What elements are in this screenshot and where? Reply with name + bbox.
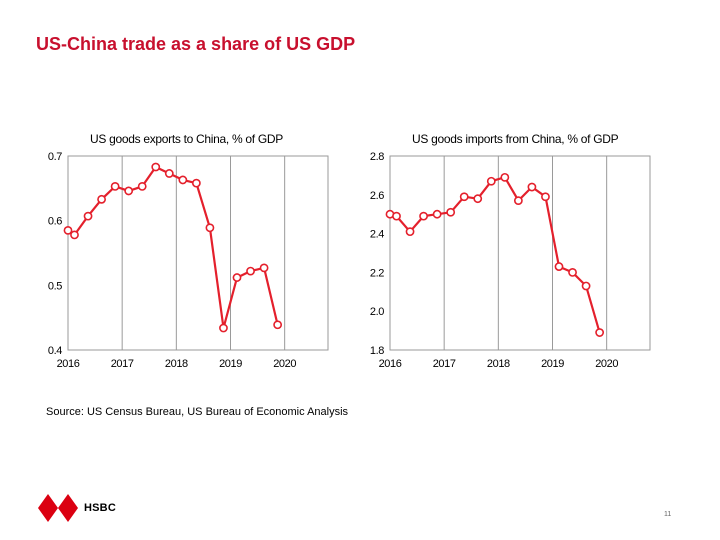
exports-data-point (151, 162, 161, 172)
imports-data-point (595, 328, 605, 337)
slide-title: US-China trade as a share of US GDP (36, 34, 356, 54)
imports-x-tick-label: 2020 (595, 358, 618, 370)
exports-chart-title: US goods exports to China, % of GDP (90, 132, 283, 146)
exports-data-point (110, 181, 120, 191)
imports-data-point (392, 211, 401, 221)
exports-y-tick-label: 0.7 (48, 151, 62, 163)
exports-series-line (67, 165, 279, 330)
imports-y-tick-label: 2.6 (370, 190, 384, 202)
imports-data-point (581, 281, 591, 291)
exports-data-point (97, 194, 106, 204)
exports-data-point (219, 323, 228, 333)
imports-chart-svg: US goods imports from China, % of GDP 201… (370, 132, 651, 370)
exports-x-tick-label: 2016 (57, 358, 80, 370)
exports-data-point (83, 211, 93, 221)
exports-data-point (164, 169, 174, 178)
imports-data-point (568, 267, 577, 277)
exports-plot-frame (67, 155, 329, 351)
exports-data-point (246, 266, 255, 276)
imports-x-tick-label: 2016 (379, 358, 402, 370)
imports-series-line (389, 176, 601, 333)
exports-x-tick-label: 2018 (165, 358, 188, 370)
exports-x-tick-label: 2020 (273, 358, 296, 370)
imports-data-point (541, 192, 550, 202)
exports-y-tick-label: 0.6 (48, 216, 62, 228)
imports-chart: US goods imports from China, % of GDP 201… (352, 126, 652, 376)
logo-name: HSBC (84, 502, 116, 514)
imports-x-tick-label: 2017 (433, 358, 456, 370)
imports-data-point (473, 194, 483, 204)
imports-y-tick-label: 2.2 (370, 267, 384, 279)
imports-data-point (500, 172, 510, 182)
imports-y-tick-label: 2.8 (370, 151, 384, 163)
exports-chart-svg: US goods exports to China, % of GDP 2016 2… (48, 132, 329, 370)
exports-y-tick-label: 0.4 (48, 345, 62, 357)
imports-data-point (432, 209, 442, 219)
imports-y-tick-label: 1.8 (370, 345, 384, 357)
imports-data-point (419, 211, 428, 221)
exports-data-point (178, 175, 188, 185)
exports-data-point (259, 263, 269, 273)
exports-data-point (137, 181, 147, 191)
imports-data-point (459, 192, 469, 202)
imports-plot-frame (389, 155, 651, 351)
exports-chart: US goods exports to China, % of GDP 2016 2… (30, 126, 330, 376)
hsbc-hexagon-icon (38, 494, 78, 522)
imports-x-tick-label: 2019 (541, 358, 564, 370)
exports-x-tick-label: 2019 (219, 358, 242, 370)
exports-data-point (273, 320, 283, 330)
exports-data-point (63, 225, 73, 235)
page-number: 11 (664, 511, 672, 518)
imports-data-point (486, 176, 496, 186)
imports-x-tick-label: 2018 (487, 358, 510, 370)
exports-x-tick-label: 2017 (111, 358, 134, 370)
imports-data-point (527, 182, 537, 192)
imports-y-tick-label: 2.0 (370, 306, 384, 318)
exports-y-tick-label: 0.5 (48, 280, 62, 292)
imports-data-point (405, 227, 415, 237)
exports-data-point (124, 186, 134, 196)
exports-data-point (205, 223, 215, 233)
imports-data-point (446, 207, 456, 217)
imports-data-point (513, 196, 523, 206)
hsbc-logo: HSBC (38, 494, 116, 522)
exports-data-point (232, 273, 242, 282)
imports-data-point (554, 262, 564, 271)
source-note: Source: US Census Bureau, US Bureau of E… (46, 406, 349, 418)
exports-data-point (70, 230, 79, 240)
exports-data-point (191, 178, 201, 188)
imports-y-tick-label: 2.4 (370, 229, 384, 241)
imports-chart-title: US goods imports from China, % of GDP (412, 132, 619, 146)
